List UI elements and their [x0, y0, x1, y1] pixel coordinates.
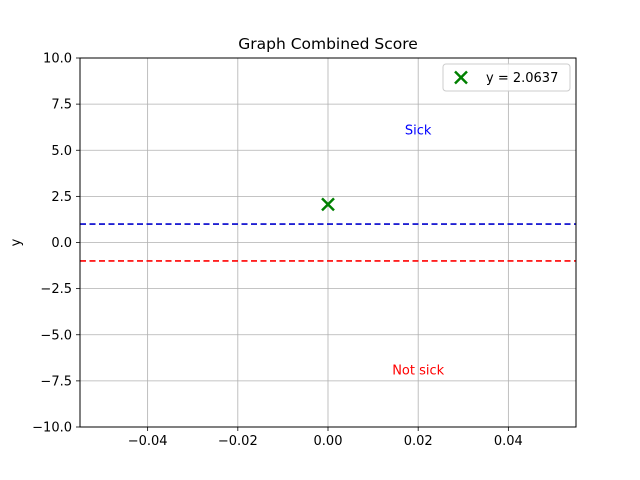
- y-tick-label: 10.0: [43, 52, 72, 67]
- x-tick-label: 0.04: [494, 434, 523, 449]
- annotation-text: Not sick: [392, 363, 444, 378]
- y-tick-label: 2.5: [51, 190, 72, 205]
- annotation-text: Sick: [405, 123, 432, 138]
- x-tick-label: −0.04: [128, 434, 168, 449]
- x-tick-label: 0.00: [314, 434, 343, 449]
- reference-lines: [80, 223, 576, 262]
- legend-marker: [454, 70, 468, 85]
- y-tick-label: −5.0: [40, 328, 72, 343]
- legend-box: [442, 63, 571, 92]
- x-tick-label: −0.02: [218, 434, 258, 449]
- y-axis-label: y: [9, 238, 24, 246]
- y-tick-label: −2.5: [40, 282, 72, 297]
- legend-label: y = 2.0637: [486, 71, 558, 86]
- tick-layer: −0.04 −0.02 0.00 0.02 0.04 −10.0 −7.5 −5.0 −2.5 0…: [32, 52, 523, 450]
- data-points: [321, 197, 335, 212]
- data-point: [321, 197, 335, 212]
- annotations: Sick Not sick: [392, 123, 444, 378]
- x-tick-label: 0.02: [404, 434, 433, 449]
- legend: y = 2.0637: [442, 63, 571, 92]
- y-tick-label: −10.0: [32, 421, 72, 436]
- y-tick-label: −7.5: [40, 374, 72, 389]
- y-tick-label: 5.0: [51, 144, 72, 159]
- chart-title: Graph Combined Score: [238, 35, 418, 53]
- y-tick-label: 0.0: [51, 236, 72, 251]
- y-tick-label: 7.5: [51, 98, 72, 113]
